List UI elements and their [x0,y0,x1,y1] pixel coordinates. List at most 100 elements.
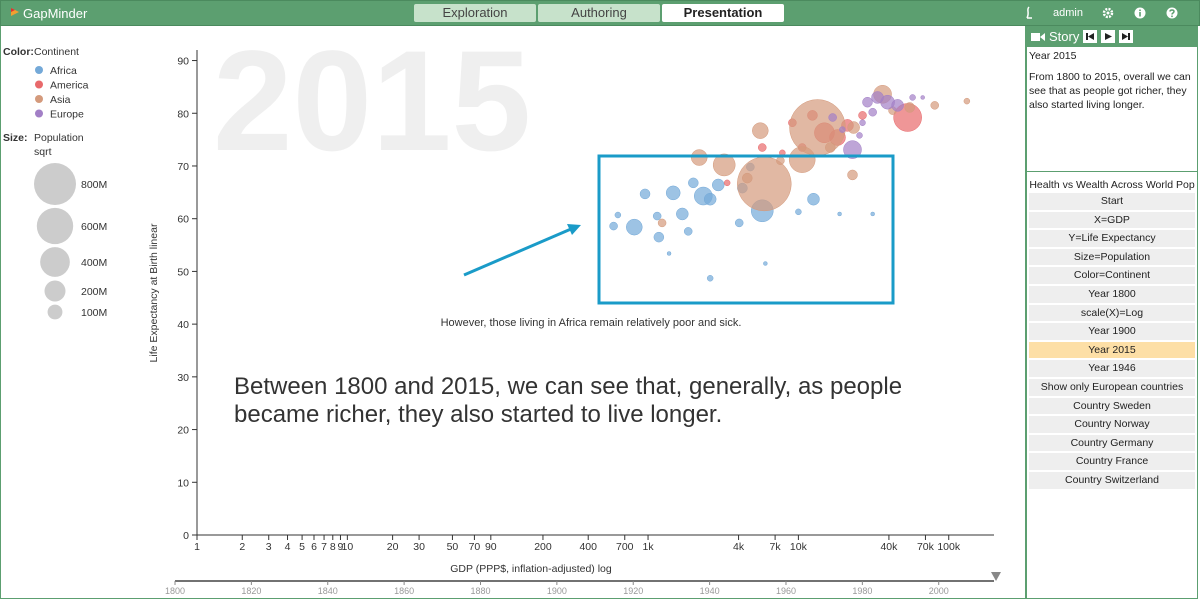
bubble [758,143,767,152]
story-step[interactable]: Country Germany [1029,434,1195,452]
x-tick-label: 5 [299,541,305,553]
top-bar: GapMinder Exploration Authoring Presentati… [0,0,1200,26]
camera-icon [1031,33,1045,41]
timeline-tick-label: 1980 [852,586,872,596]
y-axis-label[interactable]: Life Expectancy at Birth linear [148,223,160,362]
bubble [763,261,768,266]
x-tick-label: 4 [285,541,291,553]
bubble [930,101,939,110]
tab[interactable]: Presentation [662,4,784,22]
story-step[interactable]: Country Norway [1029,416,1195,433]
bubble [920,95,925,100]
x-axis-label[interactable]: GDP (PPP$, inflation-adjusted) log [450,563,612,575]
bubble [871,91,884,104]
x-tick-label: 50 [447,541,459,553]
story-step[interactable]: Size=Population [1029,248,1195,266]
tab[interactable]: Exploration [414,4,536,22]
settings-icon[interactable] [1102,7,1114,19]
story-step[interactable]: Year 1946 [1029,360,1195,377]
story-steps: Start X=GDP Y=Life Expectancy Size=Populati… [1027,193,1197,489]
x-tick-label: 9 [338,541,344,553]
bubble [847,169,858,181]
timeline-tick-label: 1800 [165,586,185,596]
bubble [839,126,846,133]
bubble [843,140,862,159]
size-legend-label: 600M [81,221,107,233]
size-scale[interactable]: sqrt [34,146,52,158]
info-icon[interactable] [1134,7,1146,19]
size-legend-label: 100M [81,307,107,319]
y-tick-label: 50 [177,266,189,278]
size-legend-label: 400M [81,257,107,269]
story-step[interactable]: Year 1800 [1029,285,1195,303]
bubble [963,97,971,105]
bubble [737,156,792,212]
x-tick-label: 90 [485,541,497,553]
x-tick-label: 8 [330,541,336,553]
story-step[interactable]: X=GDP [1029,211,1195,229]
bubble [858,111,867,120]
size-legend-label: 200M [81,286,107,298]
timeline-handle[interactable] [991,572,1001,581]
y-tick-label: 80 [177,108,189,120]
story-step[interactable]: Country Switzerland [1029,471,1195,489]
story-list-title[interactable]: Health vs Wealth Across World Pop [1029,179,1195,191]
bubble [742,172,753,184]
legend-swatch [35,80,43,89]
legend-swatch [35,66,43,74]
y-tick-label: 70 [177,161,189,173]
bubble [789,99,846,156]
legend-swatch [35,109,43,118]
play-button[interactable] [1101,30,1115,43]
prev-button[interactable] [1083,30,1097,43]
size-legend-circle [44,280,66,302]
tab[interactable]: Authoring [538,4,660,22]
bubble [676,207,689,221]
story-step[interactable]: scale(X)=Log [1029,304,1195,322]
bubble [795,208,802,216]
story-step[interactable]: Start [1029,193,1195,210]
color-by[interactable]: Continent [34,46,79,58]
bubble [734,218,744,228]
x-tick-label: 70k [917,541,935,553]
bubble [776,156,785,165]
color-label: Color: [3,46,34,58]
x-tick-label: 6 [311,541,317,553]
timeline-tick-label: 1940 [700,586,720,596]
size-legend-circle [40,247,70,277]
bubble [665,185,681,201]
x-tick-label: 10 [342,541,354,553]
logo[interactable]: GapMinder [23,6,88,21]
timeline-tick-label: 1900 [547,586,567,596]
story-step[interactable]: Y=Life Expectancy [1029,230,1195,247]
timeline-tick-label: 1920 [623,586,643,596]
story-step[interactable]: Year 1900 [1029,323,1195,340]
highlight-box [597,154,895,305]
bubbles [609,85,971,282]
caption-line: Between 1800 and 2015, we can see that, … [234,373,902,400]
story-step[interactable]: Show only European countries [1029,378,1195,396]
size-label: Size: [3,132,28,144]
y-tick-label: 40 [177,319,189,331]
x-tick-label: 700 [616,541,634,553]
bubble [639,188,651,200]
next-button[interactable] [1119,30,1133,43]
user-name[interactable]: admin [1053,7,1083,19]
story-step[interactable]: Country France [1029,453,1195,470]
size-legend-label: 800M [81,179,107,191]
y-tick-label: 0 [183,530,189,542]
x-tick-label: 7 [321,541,327,553]
year-watermark: 2015 [213,26,531,181]
user-icon[interactable] [1023,6,1035,20]
bubble [690,149,708,166]
annotation: However, those living in Africa remain r… [441,317,742,329]
story-step[interactable]: Color=Continent [1029,267,1195,284]
size-by[interactable]: Population [34,132,84,144]
bubble [712,178,725,192]
story-body: Year 2015 From 1800 to 2015, overall we … [1027,47,1197,172]
bubble [657,218,667,228]
story-step[interactable]: Year 2015 [1029,341,1195,359]
story-step[interactable]: Country Sweden [1029,397,1195,415]
timeline-tick-label: 1960 [776,586,796,596]
help-icon[interactable] [1166,7,1178,19]
